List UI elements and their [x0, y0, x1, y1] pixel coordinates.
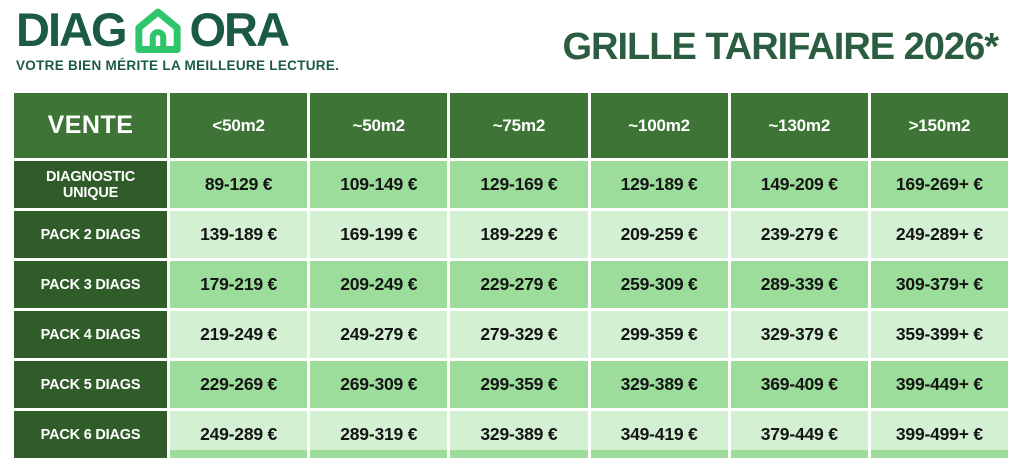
price-cell: 129-169 €: [450, 161, 588, 208]
column-header-5: >150m2: [870, 93, 1008, 158]
price-cell: 209-259 €: [590, 211, 728, 258]
house-icon: [129, 6, 187, 53]
price-cell: 399-449+ €: [870, 361, 1008, 408]
price-cell: 309-379+ €: [870, 261, 1008, 308]
price-cell: 299-359 €: [590, 311, 728, 358]
price-cell: 229-279 €: [450, 261, 588, 308]
logo-text-diag: DIAG: [16, 3, 127, 56]
column-header-1: ~50m2: [310, 93, 448, 158]
price-cell: 289-339 €: [730, 261, 868, 308]
column-header-3: ~100m2: [590, 93, 728, 158]
price-cell: 169-269+ €: [870, 161, 1008, 208]
row-label-1: PACK 2 DIAGS: [14, 211, 167, 258]
logo-tagline: VOTRE BIEN MÉRITE LA MEILLEURE LECTURE.: [16, 58, 340, 73]
diagora-logo: DIAG ORA VOTRE BIEN MÉRITE LA MEILLEURE …: [16, 6, 339, 73]
price-cell: 249-279 €: [310, 311, 448, 358]
price-cell: 279-329 €: [450, 311, 588, 358]
price-cell: 379-449 €: [730, 411, 868, 458]
row-label-4: PACK 5 DIAGS: [14, 361, 167, 408]
price-cell: 329-389 €: [450, 411, 588, 458]
column-header-4: ~130m2: [730, 93, 868, 158]
row-label-3: PACK 4 DIAGS: [14, 311, 167, 358]
price-cell: 249-289 €: [170, 411, 308, 458]
price-cell: 359-399+ €: [870, 311, 1008, 358]
price-cell: 129-189 €: [590, 161, 728, 208]
logo-wordmark: DIAG ORA: [16, 6, 339, 53]
column-header-0: <50m2: [170, 93, 308, 158]
price-cell: 329-379 €: [730, 311, 868, 358]
price-cell: 209-249 €: [310, 261, 448, 308]
pricing-table: VENTE <50m2 ~50m2 ~75m2 ~100m2 ~130m2 >150m2 DI…: [14, 93, 1008, 458]
price-cell: 169-199 €: [310, 211, 448, 258]
price-cell: 299-359 €: [450, 361, 588, 408]
row-label-5: PACK 6 DIAGS: [14, 411, 167, 458]
price-cell: 219-249 €: [170, 311, 308, 358]
price-cell: 189-229 €: [450, 211, 588, 258]
price-cell: 369-409 €: [730, 361, 868, 408]
price-cell: 399-499+ €: [870, 411, 1008, 458]
price-cell: 269-309 €: [310, 361, 448, 408]
page-title: GRILLE TARIFAIRE 2026*: [562, 26, 999, 68]
price-cell: 229-269 €: [170, 361, 308, 408]
price-cell: 139-189 €: [170, 211, 308, 258]
price-cell: 109-149 €: [310, 161, 448, 208]
row-label-0: DIAGNOSTIC UNIQUE: [14, 161, 167, 208]
column-header-2: ~75m2: [450, 93, 588, 158]
price-cell: 349-419 €: [590, 411, 728, 458]
price-cell: 249-289+ €: [870, 211, 1008, 258]
row-label-2: PACK 3 DIAGS: [14, 261, 167, 308]
price-cell: 239-279 €: [730, 211, 868, 258]
price-cell: 179-219 €: [170, 261, 308, 308]
price-cell: 329-389 €: [590, 361, 728, 408]
logo-text-ora: ORA: [189, 3, 290, 56]
price-cell: 149-209 €: [730, 161, 868, 208]
price-cell: 259-309 €: [590, 261, 728, 308]
table-corner-vente: VENTE: [14, 93, 167, 158]
price-cell: 89-129 €: [170, 161, 308, 208]
price-cell: 289-319 €: [310, 411, 448, 458]
